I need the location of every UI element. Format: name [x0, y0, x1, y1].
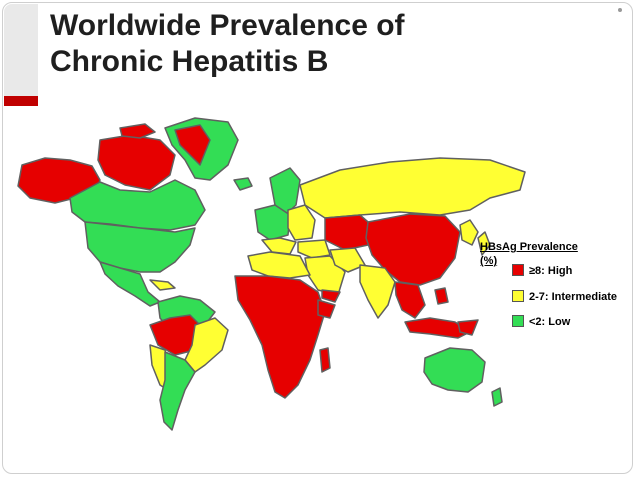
region-southern-cone [159, 351, 196, 431]
region-eastern-europe [287, 204, 316, 241]
corner-dot [618, 8, 622, 12]
legend-title-line-1: HBsAg Prevalence [480, 241, 578, 253]
region-usa [84, 221, 196, 273]
region-india [359, 264, 396, 319]
region-greenland-north [174, 124, 211, 166]
region-mexico [99, 261, 161, 307]
accent-red-bar [4, 96, 38, 106]
region-southern-europe [261, 237, 297, 255]
region-southeast-asia [394, 281, 426, 319]
legend-title: HBsAg Prevalence (%) [480, 240, 600, 268]
region-australia [423, 347, 486, 393]
region-philippines [434, 287, 449, 305]
region-russia [299, 157, 526, 219]
accent-gray-bar [4, 4, 38, 96]
region-sub-saharan-africa [234, 275, 326, 399]
region-horn-of-africa [317, 299, 336, 319]
region-korea-japan [459, 219, 479, 246]
region-new-zealand [491, 387, 503, 407]
slide-frame [2, 2, 633, 474]
legend-swatch-high [512, 264, 524, 276]
region-papua [457, 319, 479, 336]
title-line-2: Chronic Hepatitis B [50, 45, 329, 78]
region-western-europe [254, 204, 291, 241]
legend-swatch-intermediate [512, 290, 524, 302]
region-baffin [119, 123, 156, 139]
region-north-africa [247, 251, 311, 279]
region-iran [329, 247, 366, 273]
legend-label-low: <2: Low [529, 316, 571, 328]
legend-swatch-low [512, 315, 524, 327]
region-brazil [184, 317, 229, 373]
region-madagascar [319, 347, 331, 373]
slide-title: Worldwide Prevalence of Chronic Hepatiti… [50, 8, 405, 80]
region-indonesia [404, 317, 471, 339]
region-caribbean [149, 279, 176, 291]
title-line-1: Worldwide Prevalence of [50, 9, 405, 42]
region-china [365, 213, 461, 286]
legend-label-intermediate: 2-7: Intermediate [529, 291, 618, 303]
region-yemen [321, 289, 341, 303]
region-canadian-arctic [97, 134, 176, 191]
region-japan [477, 231, 491, 256]
region-iceland [233, 177, 253, 191]
region-turkey [297, 239, 331, 259]
legend-title-line-2: (%) [480, 255, 498, 267]
legend-label-high: ≥8: High [529, 265, 573, 277]
accent-strip [0, 0, 40, 479]
